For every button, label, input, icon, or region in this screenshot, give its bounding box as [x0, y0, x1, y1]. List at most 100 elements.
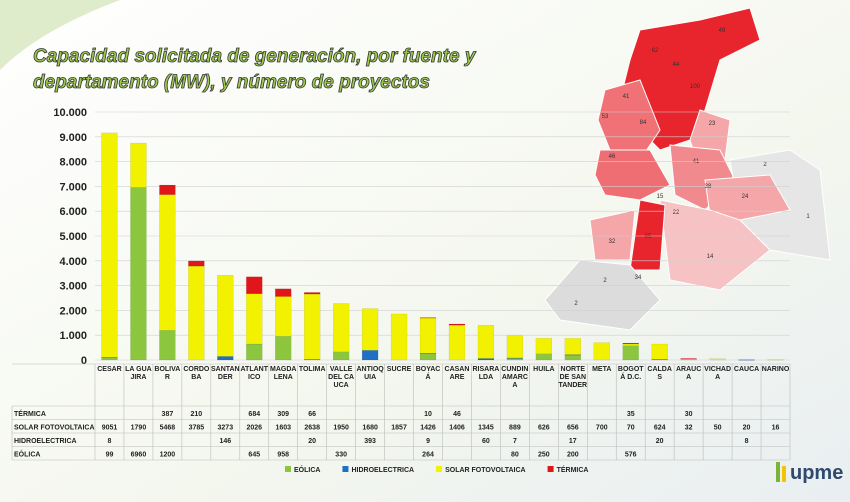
map-label: 62	[652, 48, 659, 54]
x-tick-label-box: NORTE DE SANTANDER	[558, 366, 588, 389]
x-tick-label-box: BOLÍVAR	[154, 366, 181, 381]
map-label: 34	[635, 275, 642, 281]
bar-segment	[332, 351, 350, 361]
table-cell: 20	[743, 424, 751, 431]
logo: upme	[790, 462, 843, 484]
bar-segment	[304, 293, 321, 360]
table-cell: 645	[248, 451, 260, 458]
table-cell: 50	[714, 424, 722, 431]
bar-segment	[477, 358, 495, 361]
map-label: 84	[640, 120, 647, 126]
table-cell: 30	[685, 411, 693, 418]
legend-swatch	[342, 466, 349, 472]
x-tick-label: BOGOTÁ D.C.	[617, 366, 644, 381]
bar-segment	[217, 356, 234, 361]
map-label: 53	[602, 114, 609, 120]
x-tick-label: VICHADA	[704, 366, 732, 381]
bar-segment	[217, 275, 234, 357]
table-cell: 1345	[478, 424, 494, 431]
table-cell: 46	[453, 411, 461, 418]
bar-segment	[564, 338, 581, 355]
table-cell: 35	[627, 411, 635, 418]
x-tick-label-box: SUCRE	[386, 366, 412, 373]
map-label: 1	[806, 214, 810, 220]
bar-segment	[159, 194, 176, 331]
table-cell: 264	[422, 451, 434, 458]
map-label: 38	[705, 184, 712, 190]
table-cell: 17	[569, 438, 577, 445]
bar-segment	[622, 345, 639, 361]
table-row-label: SOLAR FOTOVOLTAICA	[14, 424, 95, 431]
table-cell: 684	[248, 411, 260, 418]
table-cell: 1406	[449, 424, 465, 431]
table-cell: 60	[482, 438, 490, 445]
map	[544, 7, 831, 331]
bar-segment	[448, 324, 466, 361]
bar-segment	[246, 343, 263, 361]
table-cell: 3785	[189, 424, 205, 431]
x-tick-label-box: NARIÑO	[762, 366, 790, 373]
x-tick-label-box: CAUCA	[734, 366, 759, 373]
x-tick-label: META	[592, 366, 612, 373]
bar-segment	[130, 187, 147, 361]
table-cell: 3273	[218, 424, 234, 431]
map-label: 41	[693, 159, 700, 165]
y-tick-label: 0	[81, 355, 87, 367]
table-cell: 80	[511, 451, 519, 458]
table-row-label: EÓLICA	[14, 449, 40, 458]
table-cell: 146	[219, 438, 231, 445]
table-cell: 8	[108, 438, 112, 445]
table-cell: 387	[162, 411, 174, 418]
x-tick-label-box: ARAUCA	[676, 366, 701, 381]
x-tick-label-box: META	[592, 366, 612, 373]
table-cell: 6960	[131, 451, 147, 458]
bar-segment	[593, 342, 610, 361]
table-cell: 2638	[304, 424, 320, 431]
table-cell: 210	[191, 411, 203, 418]
x-tick-label: VALLE DEL CAUCA	[328, 366, 355, 389]
bar-segment	[101, 132, 118, 358]
y-tick-label: 8.000	[59, 157, 87, 169]
bar-segment	[361, 308, 379, 351]
logo-mark	[776, 462, 780, 482]
x-tick-label: CÓRDOBA	[183, 366, 210, 381]
x-tick-label: CALDAS	[647, 366, 672, 381]
x-tick-label: BOLÍVAR	[154, 366, 181, 381]
bar-segment	[130, 142, 147, 188]
table-cell: 9	[426, 438, 430, 445]
bar-segment	[275, 288, 292, 297]
x-tick-label: SUCRE	[386, 366, 412, 373]
table-cell: 9051	[102, 424, 118, 431]
x-tick-label-box: ATLÁNTICO	[240, 366, 268, 381]
y-tick-label: 2.000	[59, 305, 87, 317]
y-tick-label: 9.000	[59, 132, 87, 144]
table-cell: 889	[509, 424, 521, 431]
table-cell: 200	[567, 451, 579, 458]
x-tick-label: MAGDALENA	[270, 366, 297, 381]
x-tick-label-box: HUILA	[533, 366, 554, 373]
table-cell: 20	[308, 438, 316, 445]
table-cell: 330	[335, 451, 347, 458]
logo-mark	[782, 466, 786, 482]
bar-segment	[448, 323, 466, 326]
bar-segment	[535, 338, 553, 355]
bar-segment	[275, 336, 292, 361]
x-tick-label-box: SANTANDER	[211, 366, 240, 381]
table-cell: 20	[656, 438, 664, 445]
y-tick-label: 10.000	[53, 107, 87, 119]
bar-segment	[506, 335, 524, 359]
y-tick-label: 4.000	[59, 256, 87, 268]
x-tick-label-box: BOYACÁ	[416, 366, 441, 381]
x-tick-label-box: LA GUAJIRA	[125, 366, 152, 381]
table-cell: 66	[308, 411, 316, 418]
map-label: 41	[623, 94, 630, 100]
bar-segment	[159, 184, 176, 195]
x-tick-label: ATLÁNTICO	[240, 366, 268, 381]
x-tick-label-box: CUNDINAMARCA	[501, 366, 528, 389]
table-cell: 1680	[362, 424, 378, 431]
x-tick-label-box: CÓRDOBA	[183, 366, 210, 381]
table-cell: 250	[538, 451, 550, 458]
x-tick-label: NORTE DE SANTANDER	[558, 366, 588, 389]
bar-segment	[419, 317, 437, 354]
map-label: 100	[690, 84, 701, 90]
